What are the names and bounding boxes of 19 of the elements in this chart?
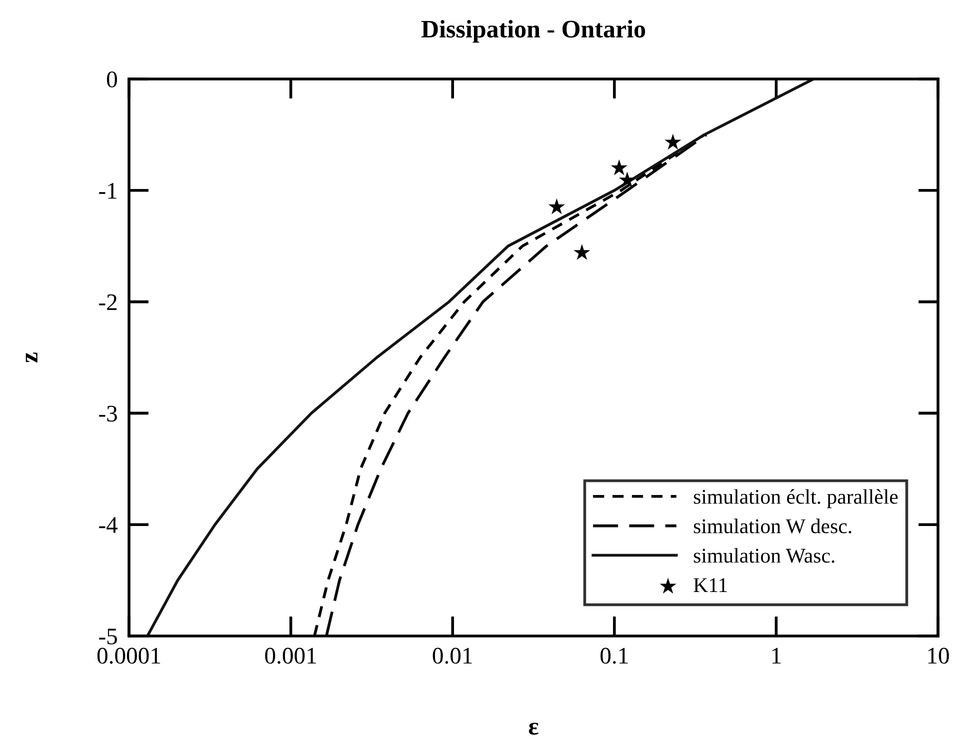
y-tick-label: -5 <box>99 628 117 644</box>
x-tick-label: 0.0001 <box>97 648 160 664</box>
x-tick-label: 1 <box>772 648 781 664</box>
x-tick-label: 10 <box>928 648 949 664</box>
legend-label: simulation Wasc. <box>694 548 834 563</box>
y-axis-title: z <box>26 352 38 363</box>
x-tick-label: 0.01 <box>432 648 472 664</box>
x-tick-label: 0.001 <box>265 648 316 664</box>
y-tick-label: -4 <box>99 517 118 533</box>
chart-title: Dissipation - Ontario <box>421 20 646 43</box>
x-tick-label: 0.1 <box>600 648 628 664</box>
y-tick-label: -2 <box>99 294 117 310</box>
y-tick-label: -3 <box>99 406 117 422</box>
x-axis-title: ε <box>528 722 538 735</box>
legend-label: K11 <box>694 578 727 592</box>
legend-label: simulation W desc. <box>694 518 852 534</box>
y-tick-label: 0 <box>106 71 117 88</box>
legend-label: simulation éclt. parallèle <box>694 489 898 508</box>
y-tick-label: -1 <box>99 183 116 199</box>
